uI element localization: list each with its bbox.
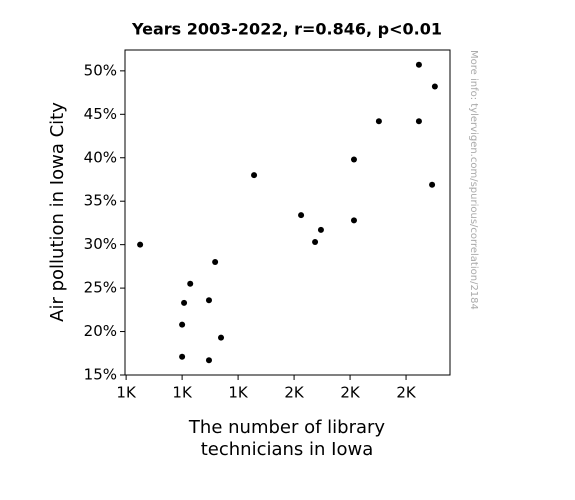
data-point — [375, 118, 382, 125]
source-note: More info: tylervigen.com/spurious/corre… — [468, 50, 479, 310]
data-point — [312, 239, 319, 246]
data-point — [317, 226, 324, 233]
data-point — [179, 321, 186, 328]
y-tick-label: 35% — [84, 192, 117, 210]
x-axis-label: The number of library — [188, 417, 386, 438]
data-point — [181, 299, 188, 306]
x-tick-label: 1K — [172, 384, 193, 402]
x-tick-label: 2K — [396, 384, 417, 402]
y-axis-label: Air pollution in Iowa City — [47, 102, 68, 322]
y-tick-label: 25% — [84, 279, 117, 297]
y-tick-label: 40% — [84, 148, 117, 166]
data-point — [179, 353, 186, 360]
y-tick-label: 20% — [84, 322, 117, 340]
x-axis-label: technicians in Iowa — [201, 439, 374, 460]
data-point — [218, 334, 225, 341]
x-tick-label: 2K — [340, 384, 361, 402]
x-tick-label: 2K — [284, 384, 305, 402]
data-point — [350, 217, 357, 224]
y-tick-label: 15% — [84, 366, 117, 384]
data-point — [431, 83, 438, 90]
data-point — [212, 259, 219, 266]
data-point — [205, 297, 212, 304]
data-point — [415, 61, 422, 68]
data-point — [187, 280, 194, 287]
data-point — [137, 241, 144, 248]
data-point — [415, 118, 422, 125]
x-tick-label: 1K — [228, 384, 249, 402]
data-point — [251, 172, 258, 179]
chart-title: Years 2003-2022, r=0.846, p<0.01 — [131, 20, 442, 39]
y-tick-label: 30% — [84, 235, 117, 253]
data-point — [429, 181, 436, 188]
plot-frame — [124, 49, 451, 376]
x-tick-label: 1K — [116, 384, 137, 402]
data-point — [350, 156, 357, 163]
y-tick-label: 45% — [84, 105, 117, 123]
data-point — [298, 212, 305, 219]
data-point — [205, 357, 212, 364]
y-tick-label: 50% — [84, 61, 117, 79]
